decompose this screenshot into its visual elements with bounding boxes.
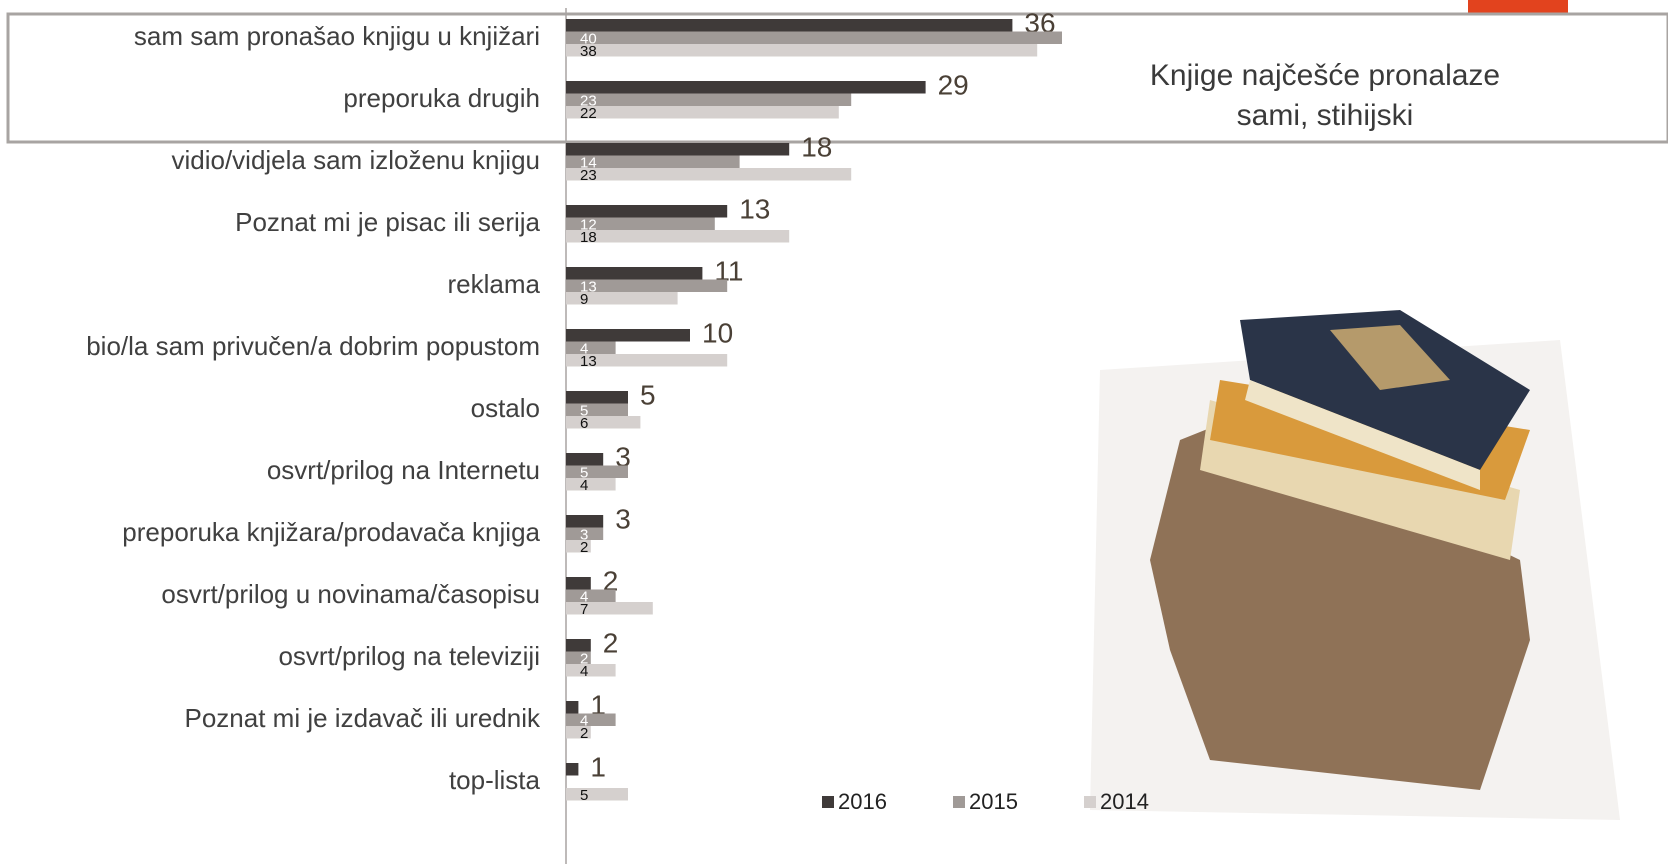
bar <box>566 589 616 602</box>
bar <box>566 763 579 776</box>
bar <box>566 478 616 491</box>
value-label: 29 <box>938 69 969 100</box>
bar <box>566 453 604 466</box>
bar <box>566 465 628 478</box>
bar <box>566 651 591 664</box>
value-label: 23 <box>580 92 597 109</box>
value-label: 2 <box>580 725 588 742</box>
value-label: 14 <box>580 154 597 171</box>
bar <box>566 726 591 739</box>
value-label: 18 <box>580 229 597 246</box>
bar <box>566 230 790 243</box>
value-label: 38 <box>580 43 597 60</box>
value-label: 2 <box>603 627 619 658</box>
legend-label: 2015 <box>969 789 1018 814</box>
value-label: 13 <box>580 278 597 295</box>
bar <box>566 391 628 404</box>
value-label: 4 <box>580 477 588 494</box>
value-label: 5 <box>580 464 588 481</box>
bar <box>566 155 740 168</box>
bar <box>566 329 690 342</box>
value-label: 40 <box>580 30 597 47</box>
bar <box>566 341 616 354</box>
category-label: top-lista <box>449 765 541 795</box>
books-illustration <box>1090 310 1620 820</box>
bar <box>566 639 591 652</box>
value-label: 3 <box>615 441 631 472</box>
bar <box>566 106 839 119</box>
value-label: 9 <box>580 291 588 308</box>
legend-label: 2014 <box>1100 789 1149 814</box>
value-label: 12 <box>580 216 597 233</box>
category-label: preporuka drugih <box>343 83 540 113</box>
category-label: bio/la sam privučen/a dobrim popustom <box>86 331 540 361</box>
bar <box>566 416 641 429</box>
value-label: 2 <box>580 539 588 556</box>
highlight-box <box>6 12 1668 144</box>
corner-accent <box>1468 0 1568 14</box>
value-label: 3 <box>580 526 588 543</box>
bar <box>566 515 604 528</box>
category-label: Poznat mi je pisac ili serija <box>235 207 540 237</box>
value-label: 10 <box>702 317 733 348</box>
bar <box>566 44 1038 57</box>
value-label: 4 <box>580 340 588 357</box>
bar <box>566 205 728 218</box>
bar <box>566 403 628 416</box>
category-label: preporuka knjižara/prodavača knjiga <box>122 517 540 547</box>
value-label: 4 <box>580 712 588 729</box>
value-label: 5 <box>580 402 588 419</box>
bar <box>566 527 604 540</box>
bar <box>566 31 1062 44</box>
bar <box>566 354 728 367</box>
value-label: 5 <box>640 379 656 410</box>
legend-swatch <box>1084 796 1096 808</box>
bar <box>566 93 852 106</box>
legend-swatch <box>953 796 965 808</box>
bar <box>566 267 703 280</box>
bar <box>566 701 579 714</box>
bar <box>566 81 926 94</box>
bar <box>566 143 790 156</box>
value-label: 13 <box>580 353 597 370</box>
bar <box>566 168 852 181</box>
bar <box>566 788 628 801</box>
bar <box>566 19 1013 32</box>
category-label: Poznat mi je izdavač ili urednik <box>185 703 541 733</box>
bar <box>566 602 653 615</box>
value-label: 6 <box>580 415 588 432</box>
value-label: 4 <box>580 588 588 605</box>
value-label: 4 <box>580 663 588 680</box>
value-label: 7 <box>580 601 588 618</box>
value-label: 1 <box>590 751 606 782</box>
callout-text: Knjige najčešće pronalaze sami, stihijski <box>1150 59 1500 132</box>
category-label: vidio/vidjela sam izloženu knjigu <box>171 145 540 175</box>
value-label: 13 <box>739 193 770 224</box>
value-label: 18 <box>801 131 832 162</box>
legend-label: 2016 <box>838 789 887 814</box>
bar <box>566 292 678 305</box>
bar <box>566 713 616 726</box>
bar <box>566 540 591 553</box>
bar <box>566 279 728 292</box>
legend-swatch <box>822 796 834 808</box>
category-label: sam sam pronašao knjigu u knjižari <box>134 21 540 51</box>
value-label: 3 <box>615 503 631 534</box>
category-label: ostalo <box>471 393 540 423</box>
bar <box>566 577 591 590</box>
bar <box>566 217 715 230</box>
value-label: 2 <box>580 650 588 667</box>
value-label: 2 <box>603 565 619 596</box>
category-label: osvrt/prilog u novinama/časopisu <box>161 579 540 609</box>
category-label: osvrt/prilog na televiziji <box>278 641 540 671</box>
bar <box>566 664 616 677</box>
category-label: osvrt/prilog na Internetu <box>267 455 540 485</box>
value-label: 5 <box>580 787 588 804</box>
value-label: 23 <box>580 167 597 184</box>
value-label: 22 <box>580 105 597 122</box>
value-label: 1 <box>590 689 606 720</box>
category-label: reklama <box>448 269 541 299</box>
